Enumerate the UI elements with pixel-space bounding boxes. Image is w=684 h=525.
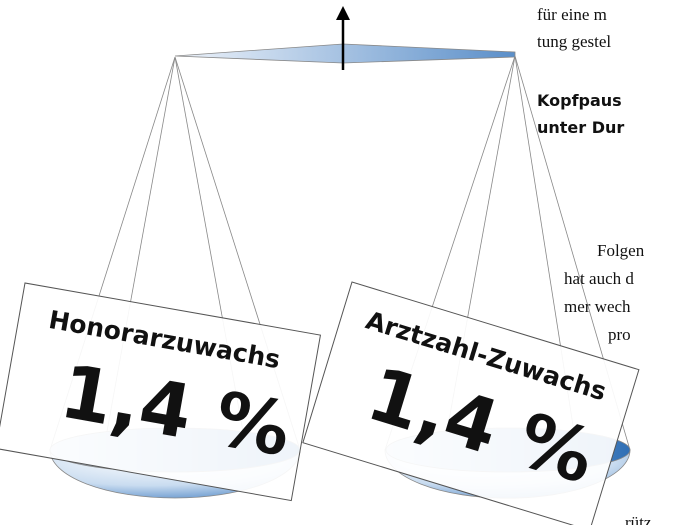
text-line: rütz [625, 513, 652, 525]
text-line: tung gestel [537, 32, 611, 51]
subheading: unter Dur [537, 118, 624, 137]
text-line: hat auch d [564, 269, 634, 288]
sign-right: Arztzahl-Zuwachs 1,4 % [303, 282, 639, 525]
text-line: pro [608, 325, 631, 344]
page: Honorarzuwachs 1,4 % Arztzahl-Zuwachs 1,… [0, 0, 684, 525]
sign-left: Honorarzuwachs 1,4 % [0, 283, 320, 501]
text-line: für eine m [537, 5, 607, 24]
text-line: mer wech [564, 297, 631, 316]
subheading: Kopfpaus [537, 91, 622, 110]
text-line: Folgen [597, 241, 645, 260]
